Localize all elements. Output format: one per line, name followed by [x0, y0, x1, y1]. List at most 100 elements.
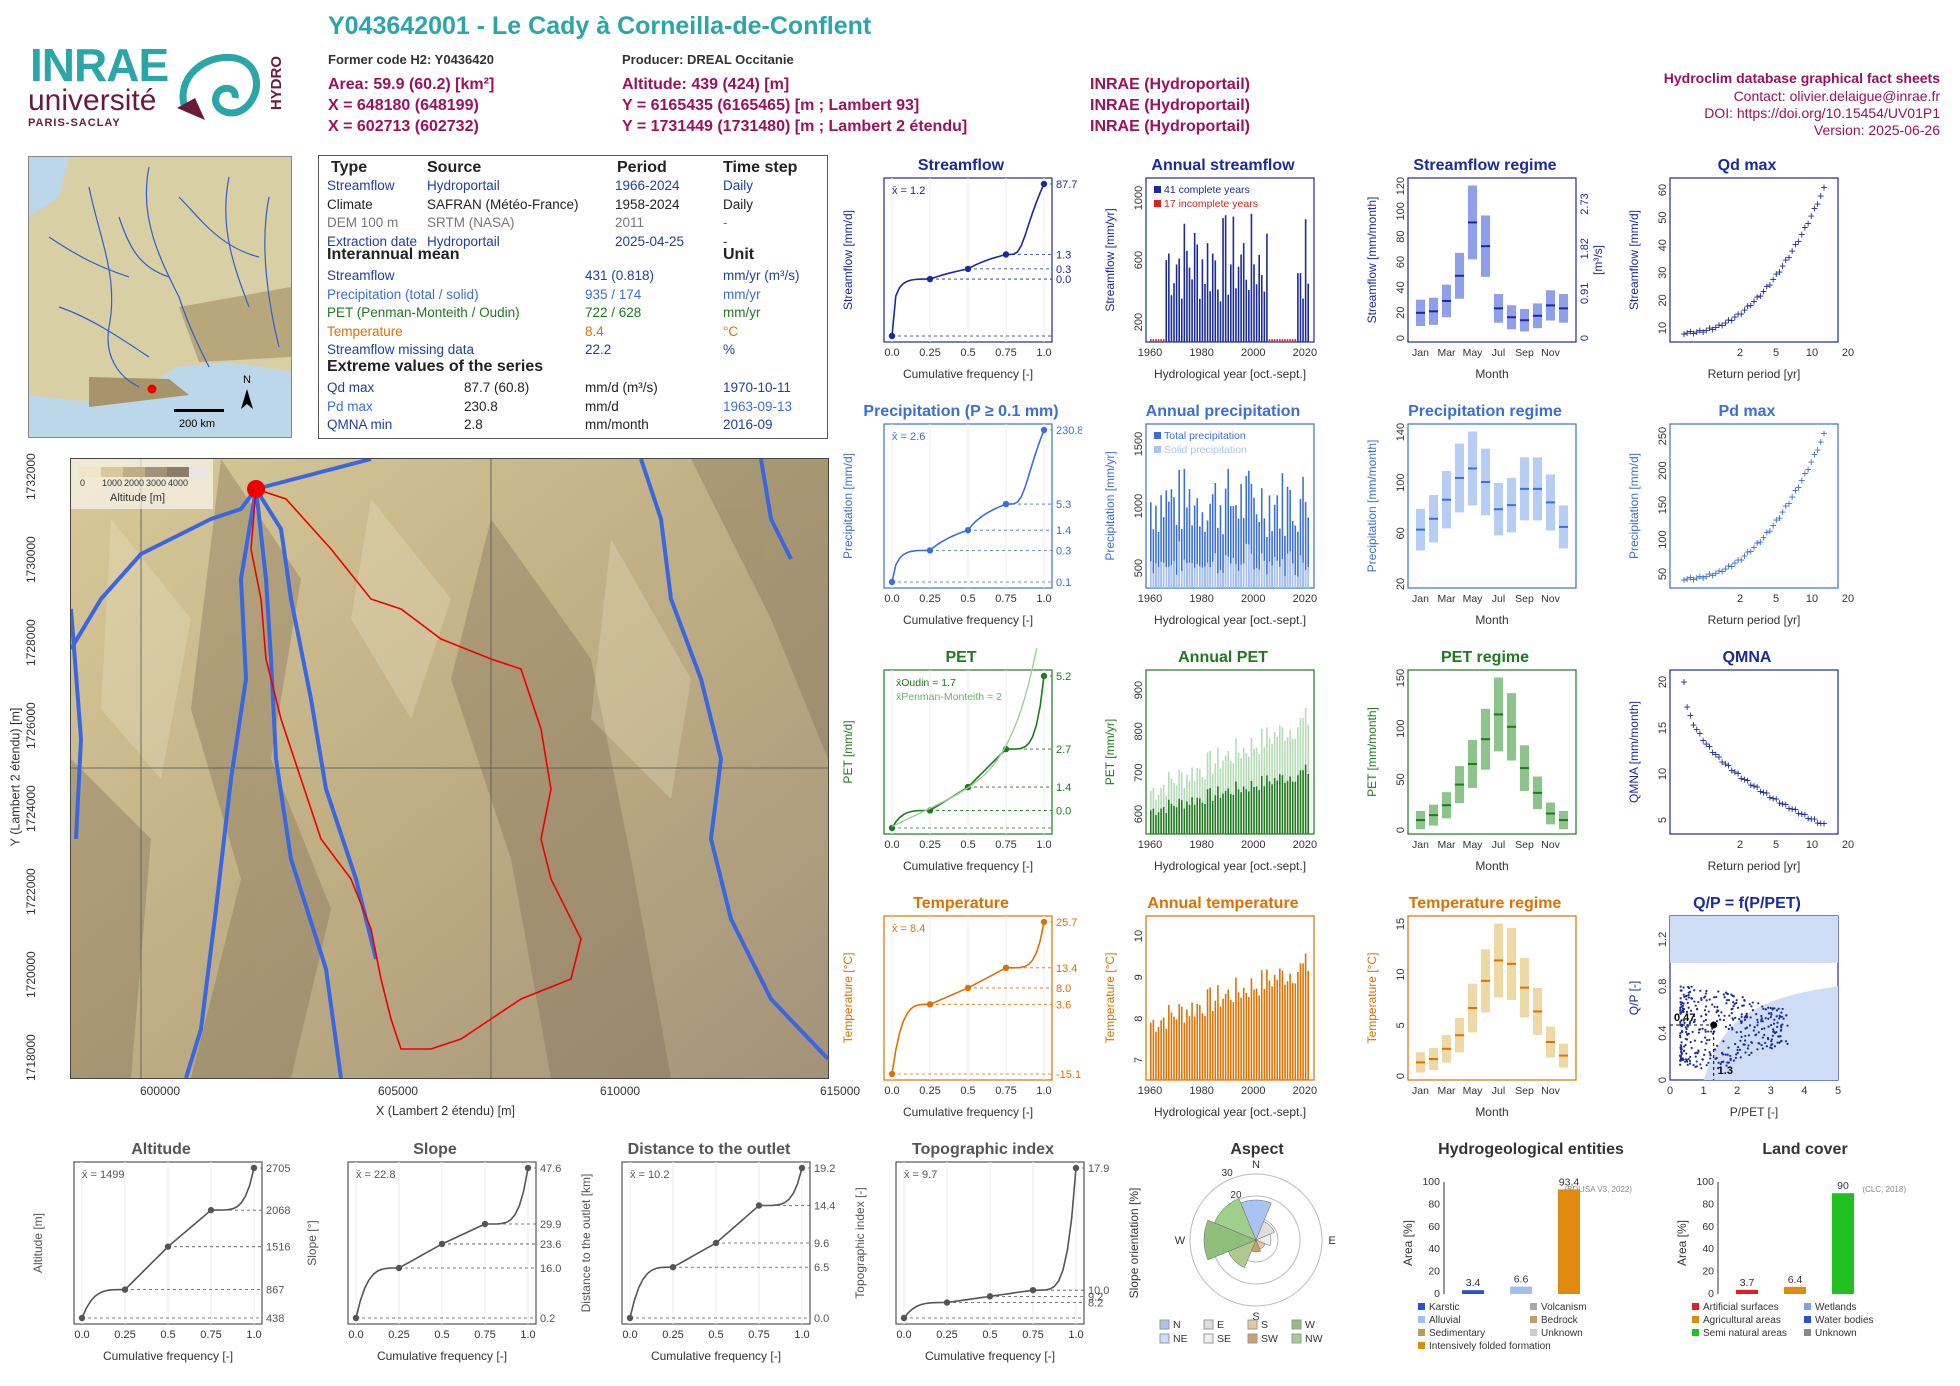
qp-point	[1714, 1057, 1717, 1060]
annual-bar-oudin	[1294, 781, 1297, 834]
return-point: +	[1754, 536, 1761, 550]
qp-point	[1686, 1060, 1689, 1063]
quantile-label: 0.0	[814, 1313, 829, 1325]
qp-point	[1723, 1014, 1726, 1017]
qp-point	[1679, 989, 1682, 992]
x-tick: 4	[1801, 1085, 1807, 1097]
annual-bar-solid	[1227, 556, 1229, 588]
annual-bar-oudin	[1199, 798, 1201, 834]
qp-point	[1708, 1051, 1711, 1054]
france-inset-map: 200 km N	[28, 156, 292, 438]
return-point: +	[1820, 181, 1827, 195]
info-row-source: SRTM (NASA)	[427, 215, 515, 230]
x-tick: 2	[1734, 1085, 1740, 1097]
annual-bar	[1260, 970, 1263, 1080]
qp-point	[1757, 1031, 1760, 1034]
return-point: +	[1687, 708, 1694, 722]
quantile-point	[926, 1001, 934, 1008]
annual-bar-total	[1227, 468, 1229, 588]
annual-bar	[1206, 989, 1209, 1080]
quantile-label: 29.9	[540, 1219, 561, 1231]
annual-bar-oudin	[1204, 803, 1206, 834]
y-tick: 20	[1702, 1266, 1714, 1278]
qp-point	[1719, 1018, 1722, 1021]
y-tick: 9	[1133, 974, 1145, 980]
rose-petal	[1255, 1221, 1275, 1241]
y-tick: 60	[1395, 527, 1407, 539]
contact[interactable]: Contact: olivier.delaigue@inrae.fr	[1733, 88, 1940, 104]
quantile-point	[78, 1314, 86, 1322]
return-point: +	[1760, 284, 1767, 298]
return-point: +	[1773, 267, 1780, 281]
annual-bar-solid	[1284, 575, 1286, 588]
return-point: +	[1750, 294, 1757, 308]
annual-bar	[1279, 339, 1281, 342]
annual-bar-oudin	[1160, 808, 1162, 834]
annual-bar-oudin	[1170, 803, 1173, 834]
legend-entry: 17 incomplete years	[1164, 198, 1258, 210]
altitude-legend	[71, 459, 213, 509]
qp-point	[1717, 990, 1720, 993]
doi-link[interactable]: DOI: https://doi.org/10.15454/UV01P1	[1704, 105, 1940, 121]
plot-frame	[1407, 423, 1577, 589]
return-point: +	[1798, 807, 1805, 821]
y-tick: 150	[1657, 496, 1669, 514]
qp-point	[1761, 1036, 1764, 1039]
x-tick: 1.0	[520, 1329, 535, 1341]
qp-point	[1732, 995, 1735, 998]
return-point: +	[1709, 746, 1716, 760]
annual-bar-solid	[1201, 567, 1204, 588]
qp-point	[1750, 1005, 1753, 1008]
annual-bar	[1294, 983, 1297, 1080]
info-h-period: Period	[617, 159, 667, 176]
annual-bar-total	[1178, 469, 1180, 588]
legend-swatch	[1154, 186, 1161, 193]
legend-swatch	[1804, 1329, 1811, 1336]
qp-point	[1734, 1056, 1738, 1060]
rose-ring	[1189, 1173, 1323, 1307]
y-tick: 50	[1395, 773, 1407, 785]
return-point: +	[1741, 549, 1748, 563]
quantile-point	[438, 1240, 446, 1248]
annual-bar-oudin	[1273, 777, 1276, 834]
annual-bar	[1284, 984, 1286, 1080]
x-tick: 0.0	[74, 1329, 89, 1341]
legend-swatch	[1159, 1333, 1170, 1344]
chart-title: Annual streamflow	[1151, 157, 1295, 174]
qp-point	[1685, 1033, 1689, 1036]
y-axis-label: Slope [°]	[305, 1220, 319, 1266]
annual-bar-solid	[1157, 566, 1160, 588]
mean-label: x̄ = 10.2	[630, 1169, 669, 1181]
annual-bar-solid	[1168, 566, 1170, 588]
qp-point	[1769, 1016, 1772, 1019]
x-axis-label: Return period [yr]	[1708, 859, 1801, 873]
y-right-tick: 1.82	[1579, 238, 1591, 259]
return-point: +	[1779, 259, 1786, 273]
x-axis-label: Hydrological year [oct.-sept.]	[1154, 859, 1306, 873]
quantile-point	[888, 1070, 896, 1078]
return-point: +	[1728, 764, 1735, 778]
annual-bar	[1232, 1002, 1235, 1080]
x-axis-label: Month	[1475, 859, 1508, 873]
annual-bar-solid	[1199, 566, 1201, 588]
rose-petal	[1203, 1219, 1257, 1261]
quantile-label: 3.6	[1056, 999, 1071, 1011]
qp-point	[1704, 1018, 1707, 1022]
chart-title: Precipitation regime	[1408, 403, 1562, 420]
return-point: +	[1700, 325, 1707, 339]
x-axis-label: Hydrological year [oct.-sept.]	[1154, 613, 1306, 627]
return-point: +	[1725, 559, 1732, 573]
annual-bar	[1188, 1016, 1191, 1080]
chart-title: Annual PET	[1178, 649, 1268, 666]
annual-bar-total	[1273, 504, 1276, 588]
y-tick: 100	[1395, 473, 1407, 491]
x-tick: 20	[1842, 839, 1854, 851]
annual-bar	[1180, 1006, 1183, 1080]
y-tick: 100	[1657, 530, 1669, 548]
annual-bar-oudin	[1209, 788, 1211, 834]
mean-label: x̄ = 22.8	[356, 1169, 395, 1181]
y-tick: 1500	[1133, 432, 1145, 456]
annual-bar	[1245, 992, 1248, 1080]
qp-point	[1729, 1058, 1732, 1062]
x-tick: 0.0	[622, 1329, 637, 1341]
